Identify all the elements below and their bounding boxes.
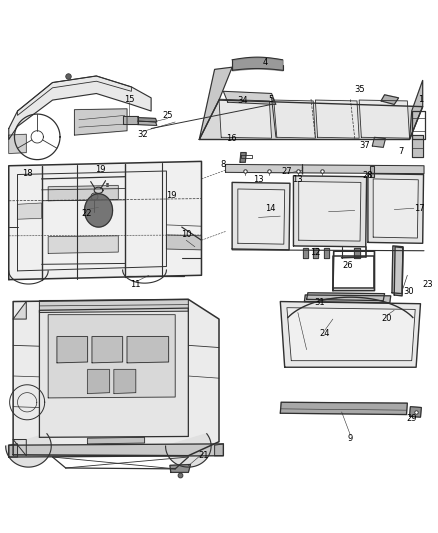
- Polygon shape: [394, 247, 403, 296]
- Text: 12: 12: [310, 248, 321, 257]
- Polygon shape: [88, 437, 145, 444]
- Polygon shape: [412, 135, 423, 157]
- Text: 7: 7: [398, 147, 403, 156]
- Polygon shape: [92, 336, 123, 363]
- Polygon shape: [123, 116, 138, 124]
- Text: 21: 21: [198, 451, 209, 460]
- Polygon shape: [138, 118, 157, 122]
- Polygon shape: [307, 293, 385, 301]
- Text: 28: 28: [363, 171, 373, 180]
- Polygon shape: [74, 109, 127, 135]
- Polygon shape: [223, 91, 276, 104]
- Polygon shape: [280, 302, 420, 367]
- Text: 13: 13: [253, 175, 264, 184]
- Polygon shape: [304, 295, 391, 303]
- Text: 37: 37: [359, 141, 370, 150]
- Text: 30: 30: [403, 287, 413, 296]
- Polygon shape: [13, 302, 26, 319]
- Polygon shape: [226, 165, 424, 174]
- Text: 35: 35: [354, 85, 364, 94]
- Text: 11: 11: [131, 280, 141, 289]
- Polygon shape: [9, 134, 26, 154]
- Text: 34: 34: [238, 96, 248, 106]
- Text: 32: 32: [137, 130, 148, 139]
- Polygon shape: [410, 80, 423, 140]
- Polygon shape: [274, 100, 315, 138]
- Polygon shape: [166, 235, 201, 250]
- Polygon shape: [324, 248, 329, 258]
- Polygon shape: [368, 174, 424, 243]
- Polygon shape: [381, 95, 399, 104]
- Text: 16: 16: [226, 134, 237, 143]
- Polygon shape: [372, 138, 385, 147]
- Polygon shape: [299, 182, 361, 241]
- Text: 13: 13: [292, 175, 302, 184]
- Polygon shape: [373, 179, 418, 238]
- Polygon shape: [138, 121, 157, 125]
- Text: 14: 14: [265, 204, 276, 213]
- Text: 23: 23: [423, 280, 433, 289]
- Polygon shape: [410, 407, 421, 417]
- Polygon shape: [359, 100, 410, 138]
- Text: 29: 29: [406, 415, 417, 423]
- Polygon shape: [392, 246, 403, 294]
- Polygon shape: [13, 440, 26, 456]
- Polygon shape: [85, 194, 113, 227]
- Polygon shape: [18, 203, 42, 219]
- Text: 27: 27: [282, 166, 292, 175]
- Polygon shape: [199, 100, 423, 140]
- Text: 19: 19: [95, 165, 105, 174]
- Polygon shape: [6, 434, 51, 467]
- Polygon shape: [48, 185, 118, 201]
- Text: 17: 17: [414, 204, 425, 213]
- Polygon shape: [39, 308, 188, 437]
- Text: 20: 20: [381, 314, 392, 322]
- Text: 24: 24: [320, 328, 330, 337]
- Text: 10: 10: [181, 230, 191, 239]
- Text: 5: 5: [268, 95, 273, 104]
- Polygon shape: [280, 402, 407, 415]
- Polygon shape: [9, 444, 223, 457]
- Text: 9: 9: [348, 434, 353, 443]
- Polygon shape: [240, 152, 246, 162]
- Text: 4: 4: [262, 58, 268, 67]
- Polygon shape: [170, 464, 191, 472]
- Polygon shape: [9, 76, 151, 140]
- Text: 22: 22: [81, 208, 92, 217]
- Polygon shape: [57, 336, 88, 363]
- Polygon shape: [166, 434, 211, 467]
- Polygon shape: [48, 236, 118, 253]
- Polygon shape: [315, 100, 359, 138]
- Polygon shape: [48, 314, 175, 398]
- Polygon shape: [199, 67, 232, 140]
- Polygon shape: [232, 182, 290, 250]
- Text: 8: 8: [221, 160, 226, 169]
- Polygon shape: [219, 99, 272, 138]
- Polygon shape: [39, 300, 188, 312]
- Polygon shape: [9, 444, 18, 457]
- Text: 18: 18: [22, 169, 32, 178]
- Polygon shape: [303, 248, 308, 258]
- Text: 31: 31: [314, 298, 325, 307]
- Text: 25: 25: [162, 111, 173, 120]
- Polygon shape: [354, 248, 360, 258]
- Text: 1: 1: [418, 95, 423, 104]
- Polygon shape: [287, 308, 415, 361]
- Polygon shape: [114, 369, 136, 393]
- Polygon shape: [9, 161, 201, 280]
- Text: 19: 19: [166, 191, 177, 200]
- Polygon shape: [238, 189, 285, 244]
- Text: 26: 26: [342, 261, 353, 270]
- Polygon shape: [88, 369, 110, 393]
- Polygon shape: [370, 166, 374, 177]
- Polygon shape: [127, 336, 169, 363]
- Polygon shape: [215, 444, 223, 456]
- Text: 15: 15: [124, 95, 134, 104]
- Polygon shape: [13, 300, 219, 456]
- Polygon shape: [313, 248, 318, 258]
- Polygon shape: [293, 176, 367, 247]
